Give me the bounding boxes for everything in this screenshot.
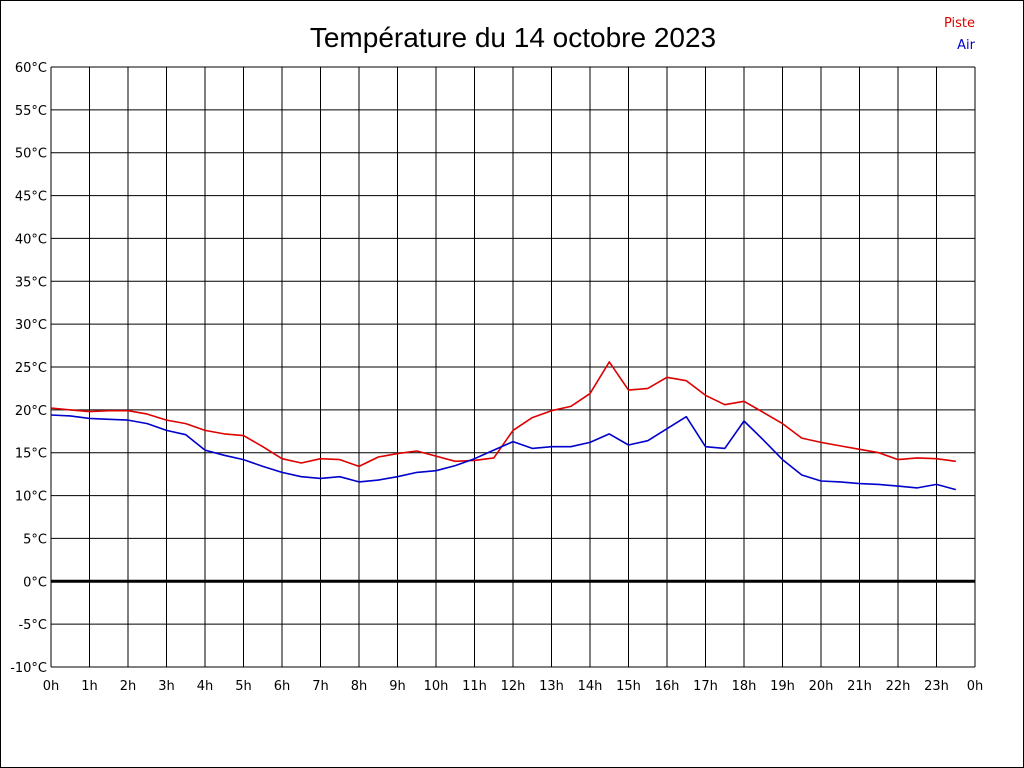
- legend: Piste Air: [944, 16, 976, 53]
- y-tick-label: 40°C: [15, 232, 47, 247]
- y-tick-label: 30°C: [15, 318, 47, 333]
- x-tick-label: 8h: [351, 679, 368, 694]
- y-tick-label: 0°C: [23, 575, 47, 590]
- x-tick-label: 22h: [886, 679, 911, 694]
- y-tick-label: 55°C: [15, 104, 47, 119]
- y-tick-label: 15°C: [15, 447, 47, 462]
- y-tick-label: 35°C: [15, 275, 47, 290]
- axes: 0h 1h 2h 3h 4h 5h 6h 7h 8h 9h 10h 11h 12h 13h 14h 15h 16…: [10, 61, 983, 694]
- x-tick-label: 9h: [389, 679, 406, 694]
- x-tick-label: 6h: [274, 679, 291, 694]
- x-tick-label: 17h: [693, 679, 718, 694]
- x-tick-label: 7h: [312, 679, 329, 694]
- series-line-air: [50, 414, 957, 491]
- x-tick-label: 21h: [847, 679, 872, 694]
- y-tick-label: 60°C: [15, 61, 47, 76]
- x-tick-label: 3h: [158, 679, 175, 694]
- series-lines: [50, 361, 957, 491]
- x-tick-label: 12h: [501, 679, 526, 694]
- x-tick-label: 11h: [462, 679, 487, 694]
- x-tick-label: 16h: [655, 679, 680, 694]
- x-tick-label: 2h: [120, 679, 137, 694]
- y-tick-label: 45°C: [15, 190, 47, 205]
- x-tick-label: 20h: [809, 679, 834, 694]
- x-tick-label: 10h: [424, 679, 449, 694]
- chart-title: Température du 14 octobre 2023: [310, 22, 716, 53]
- x-tick-label: 13h: [539, 679, 564, 694]
- y-tick-label: 10°C: [15, 490, 47, 505]
- y-tick-label: 5°C: [23, 532, 47, 547]
- x-tick-label: 15h: [616, 679, 641, 694]
- x-tick-label: 4h: [197, 679, 214, 694]
- y-tick-label: 20°C: [15, 404, 47, 419]
- y-tick-label: -5°C: [18, 618, 47, 633]
- x-tick-label: 0h: [43, 679, 60, 694]
- x-tick-label: 14h: [578, 679, 603, 694]
- x-tick-label: 19h: [770, 679, 795, 694]
- x-tick-label: 18h: [732, 679, 757, 694]
- series-line-piste: [50, 361, 956, 468]
- grid: [50, 66, 976, 668]
- y-tick-label: -10°C: [10, 661, 47, 676]
- x-tick-label: 5h: [235, 679, 252, 694]
- x-tick-label: 1h: [81, 679, 98, 694]
- legend-entry-piste: Piste: [944, 16, 975, 31]
- legend-entry-air: Air: [957, 38, 976, 53]
- y-tick-label: 50°C: [15, 147, 47, 162]
- x-tick-label: 23h: [924, 679, 949, 694]
- x-tick-label: 0h: [967, 679, 984, 694]
- y-tick-label: 25°C: [15, 361, 47, 376]
